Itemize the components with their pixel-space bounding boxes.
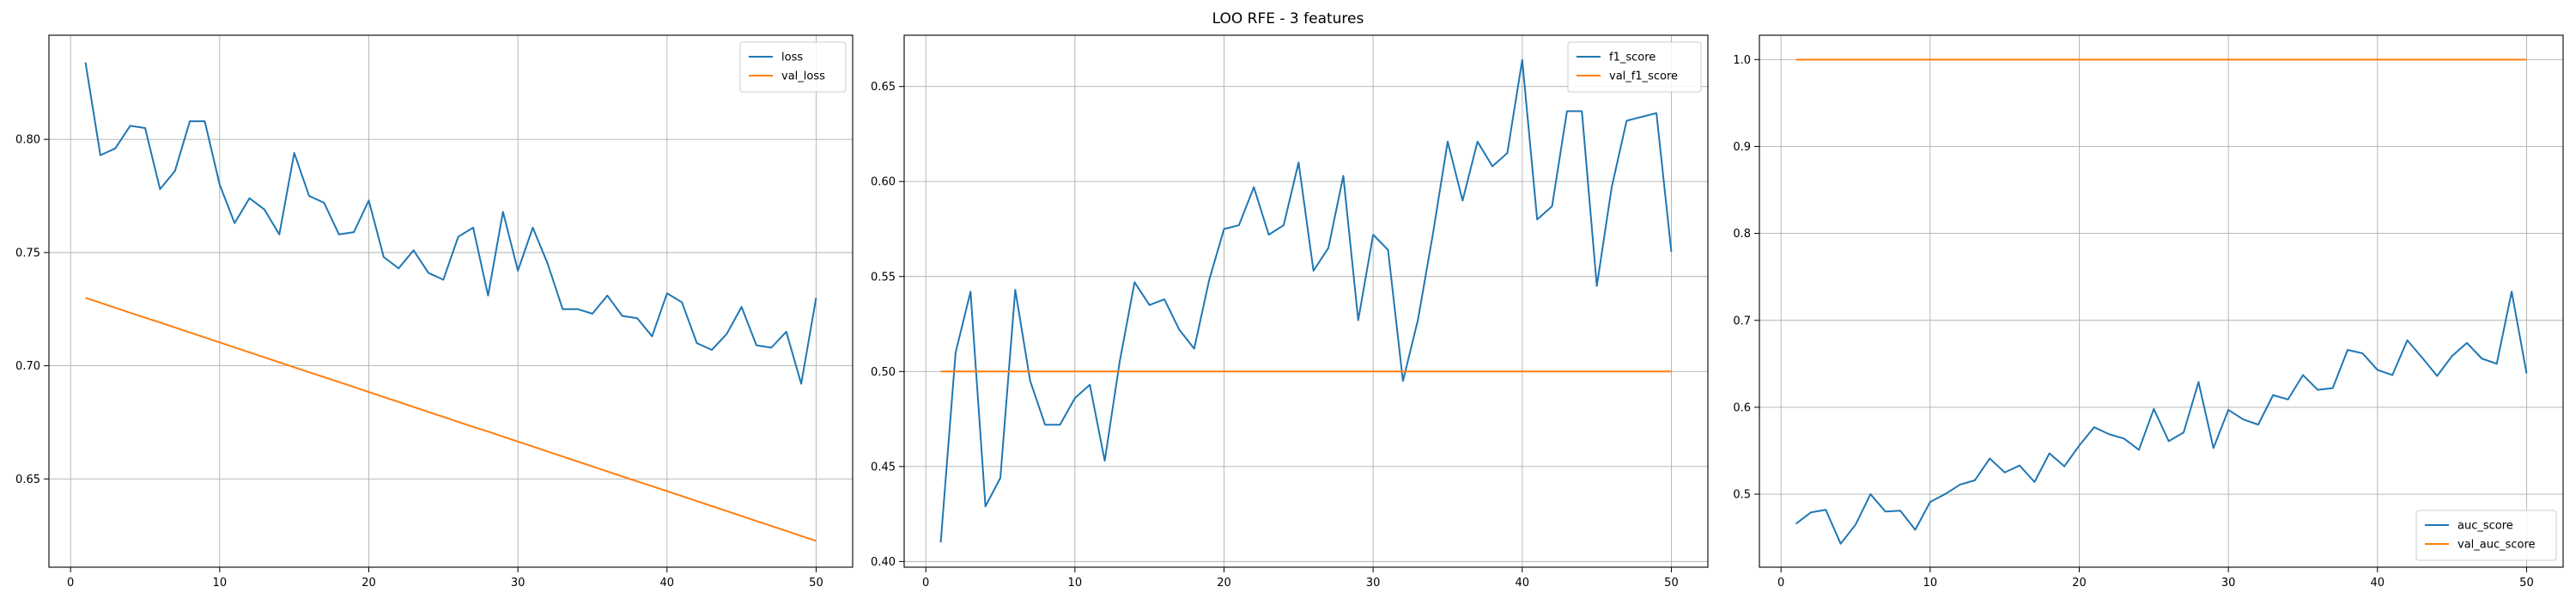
legend: auc_score val_auc_score xyxy=(2415,510,2557,561)
x-tick-label: 20 xyxy=(2072,577,2087,590)
x-tick-label: 40 xyxy=(2371,577,2385,590)
legend-label: val_f1_score xyxy=(1609,70,1678,83)
legend-label: val_loss xyxy=(781,70,825,83)
series-line-val-loss xyxy=(85,296,817,542)
series-line-f1-score xyxy=(939,58,1673,543)
x-tick-label: 0 xyxy=(1777,577,1784,590)
y-tick-label: 0.65 xyxy=(871,81,896,94)
figure-title: LOO RFE - 3 features xyxy=(1212,10,1364,28)
y-tick-label: 0.8 xyxy=(1733,228,1751,241)
series-line-auc-score xyxy=(1795,290,2528,545)
x-tick-label: 30 xyxy=(1366,577,1381,590)
x-tick-label: 50 xyxy=(1664,577,1679,590)
axes-panel-1: 0 10 20 30 40 50 0.65 0.70 0.75 0.80 loss val_loss xyxy=(15,34,854,590)
x-tick-label: 10 xyxy=(1923,577,1938,590)
legend: f1_score val_f1_score xyxy=(1567,41,1702,93)
x-tick-label: 20 xyxy=(361,577,376,590)
legend: loss val_loss xyxy=(739,41,847,93)
legend-label: loss xyxy=(781,52,803,64)
y-tick-label: 0.80 xyxy=(15,134,40,147)
axes-panel-2: 0 10 20 30 40 50 0.40 0.45 0.50 0.55 0.60 0.65 f1_sc… xyxy=(871,34,1709,590)
y-tick-label: 0.6 xyxy=(1733,401,1751,414)
y-tick-label: 0.60 xyxy=(871,176,896,189)
x-tick-label: 20 xyxy=(1217,577,1231,590)
x-tick-label: 0 xyxy=(922,577,929,590)
x-tick-label: 50 xyxy=(809,577,823,590)
y-tick-label: 0.70 xyxy=(15,360,40,373)
y-tick-label: 0.7 xyxy=(1733,315,1751,327)
axes-frame xyxy=(48,34,854,568)
legend-label: auc_score xyxy=(2458,520,2513,533)
axes-frame xyxy=(903,34,1709,568)
x-tick-label: 40 xyxy=(1516,577,1530,590)
y-tick-label: 0.55 xyxy=(871,271,896,284)
x-tick-label: 40 xyxy=(660,577,675,590)
x-tick-label: 10 xyxy=(213,577,228,590)
legend-label: f1_score xyxy=(1609,52,1656,64)
legend-box xyxy=(739,41,847,93)
legend-box xyxy=(2415,510,2557,561)
y-tick-label: 0.9 xyxy=(1733,141,1751,154)
y-tick-label: 0.50 xyxy=(871,366,896,379)
y-tick-label: 0.75 xyxy=(15,247,40,260)
series-line-loss xyxy=(84,62,817,385)
y-tick-label: 1.0 xyxy=(1733,54,1751,67)
y-tick-label: 0.40 xyxy=(871,556,896,569)
x-tick-label: 30 xyxy=(2221,577,2236,590)
x-tick-label: 0 xyxy=(67,577,74,590)
x-tick-label: 10 xyxy=(1068,577,1083,590)
legend-label: val_auc_score xyxy=(2458,539,2536,552)
axes-panel-3: 0 10 20 30 40 50 0.5 0.6 0.7 0.8 0.9 1.0 auc_scoreva… xyxy=(1733,34,2564,590)
x-tick-label: 50 xyxy=(2519,577,2534,590)
x-tick-label: 30 xyxy=(511,577,526,590)
axes-frame xyxy=(1759,34,2564,568)
y-tick-label: 0.45 xyxy=(871,461,896,474)
y-tick-label: 0.65 xyxy=(15,474,40,486)
y-tick-label: 0.5 xyxy=(1733,489,1751,502)
legend-box xyxy=(1567,41,1702,93)
